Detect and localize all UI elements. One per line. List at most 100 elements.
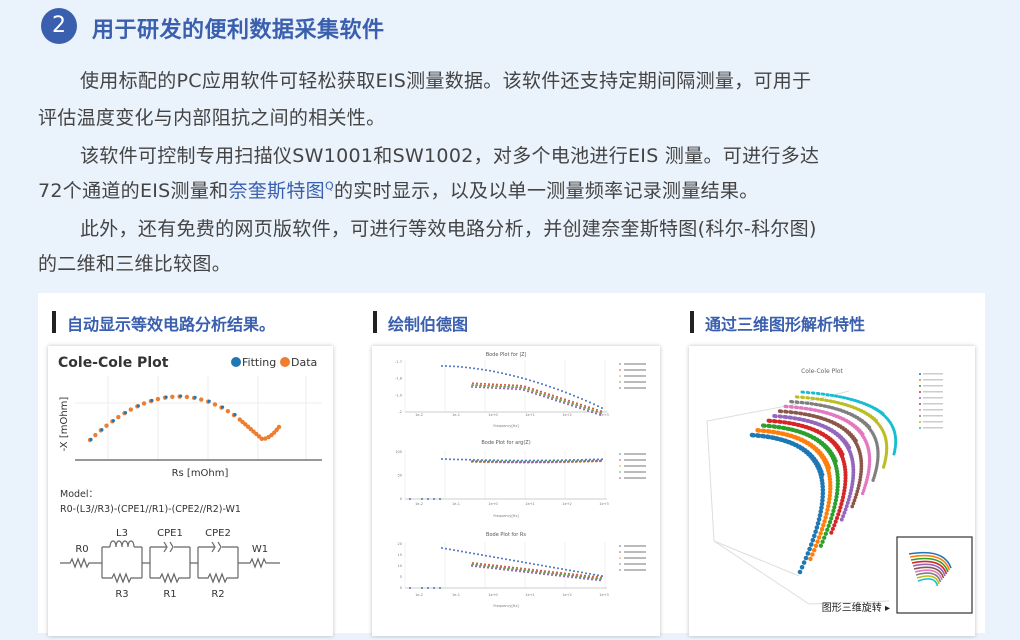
fitting-point xyxy=(220,405,225,409)
bode-point xyxy=(445,365,447,368)
3d-point xyxy=(843,479,848,484)
bode-point xyxy=(545,384,547,387)
3d-point xyxy=(827,519,833,525)
bode-point xyxy=(496,383,498,386)
bode-point xyxy=(525,561,527,564)
legend-fitting: Fitting xyxy=(242,356,276,369)
3d-point xyxy=(779,414,783,419)
bode-point xyxy=(540,392,542,395)
bode-point xyxy=(495,567,497,570)
fitting-point xyxy=(111,419,115,423)
x-axis-label: Frequency[Hz] xyxy=(493,604,519,608)
bode-point xyxy=(480,382,482,385)
y-tick-label: -1.7 xyxy=(395,360,402,364)
3d-point xyxy=(832,505,837,510)
legend-entry xyxy=(923,391,943,393)
3d-point xyxy=(783,420,788,425)
3d-point xyxy=(843,482,848,487)
bode-point xyxy=(540,569,542,572)
3d-point xyxy=(851,476,856,481)
3d-point xyxy=(820,498,825,503)
3d-point xyxy=(833,501,838,506)
3d-point xyxy=(851,465,856,469)
bode-point xyxy=(548,393,550,396)
bode-point xyxy=(500,385,502,388)
y-axis-label: -X [mOhm] xyxy=(59,397,70,452)
nyquist-link[interactable]: 奈奎斯特图 xyxy=(228,180,325,202)
bode-point xyxy=(515,388,517,391)
3d-point xyxy=(756,433,762,439)
thumbnail-series xyxy=(917,578,939,587)
bode-point xyxy=(503,568,505,571)
bode-point xyxy=(487,566,489,569)
3d-point xyxy=(815,539,820,544)
bode-point xyxy=(545,565,547,568)
3d-point xyxy=(859,461,864,466)
bode-point xyxy=(588,575,590,578)
legend-data: Data xyxy=(291,356,317,369)
3d-point xyxy=(772,424,778,429)
bode-point xyxy=(520,386,522,389)
bode-point xyxy=(528,569,530,572)
bode-point xyxy=(519,461,521,464)
bode-point xyxy=(508,566,510,569)
bode-point xyxy=(567,575,569,578)
bode-point xyxy=(583,408,585,411)
3d-point xyxy=(859,472,863,477)
bode-point xyxy=(569,393,571,396)
bode-point xyxy=(493,556,495,559)
x-tick-label: 1e-2 xyxy=(415,413,423,417)
3d-point xyxy=(818,543,824,548)
3d-point xyxy=(820,491,826,496)
bode-point xyxy=(476,563,478,566)
bode-point xyxy=(540,390,542,393)
chart-title: Cole-Cole Plot xyxy=(58,355,169,371)
3d-point xyxy=(820,484,825,489)
bode-point xyxy=(520,568,522,571)
y-tick-label: 10 xyxy=(398,564,402,568)
bode-point xyxy=(576,575,578,578)
3d-point xyxy=(805,406,809,411)
bode-point xyxy=(480,562,482,565)
legend-entry xyxy=(624,465,646,467)
bode-point xyxy=(512,566,514,569)
3d-point xyxy=(819,501,825,507)
3d-point xyxy=(827,480,833,485)
legend-entry xyxy=(923,379,943,381)
legend-entry xyxy=(624,453,646,455)
bode-point xyxy=(519,388,521,391)
3d-point xyxy=(835,478,840,483)
3d-point xyxy=(826,523,831,529)
bode-point xyxy=(484,563,486,566)
bode-point xyxy=(501,372,503,375)
bode-point xyxy=(560,397,562,400)
x-tick-label: 1e+2 xyxy=(562,593,572,597)
legend-entry xyxy=(624,477,646,479)
bode-point xyxy=(481,554,483,556)
3d-point xyxy=(820,494,825,500)
bode-point xyxy=(592,575,594,578)
bode-point xyxy=(547,396,549,399)
3d-point xyxy=(848,491,853,496)
bode-point xyxy=(563,460,565,463)
3d-point xyxy=(850,482,855,487)
search-icon[interactable]: Q xyxy=(324,179,334,193)
3d-point xyxy=(819,527,825,532)
bode-point xyxy=(507,387,509,390)
paragraph-3-line-1: 此外，还有免费的网页版软件，可进行等效电路分析，并创建奈奎斯特图(科尔-科尔图) xyxy=(80,218,817,240)
x-tick-label: 1e-1 xyxy=(452,413,460,417)
bode-point xyxy=(441,458,443,460)
bode-point xyxy=(593,403,595,406)
bode-point xyxy=(593,573,595,576)
3d-point xyxy=(773,414,778,419)
bode-point xyxy=(553,566,555,569)
bode-point xyxy=(560,571,562,574)
legend-marker xyxy=(619,477,621,479)
3d-point xyxy=(794,411,799,415)
y-tick-label: -1.8 xyxy=(395,377,402,381)
label-w1: W1 xyxy=(252,544,268,555)
legend-entry xyxy=(923,385,943,387)
3d-point xyxy=(820,539,825,544)
bode-point xyxy=(516,384,518,387)
rotate-3d-link[interactable]: 图形三维旋转 ▸ xyxy=(822,601,890,614)
